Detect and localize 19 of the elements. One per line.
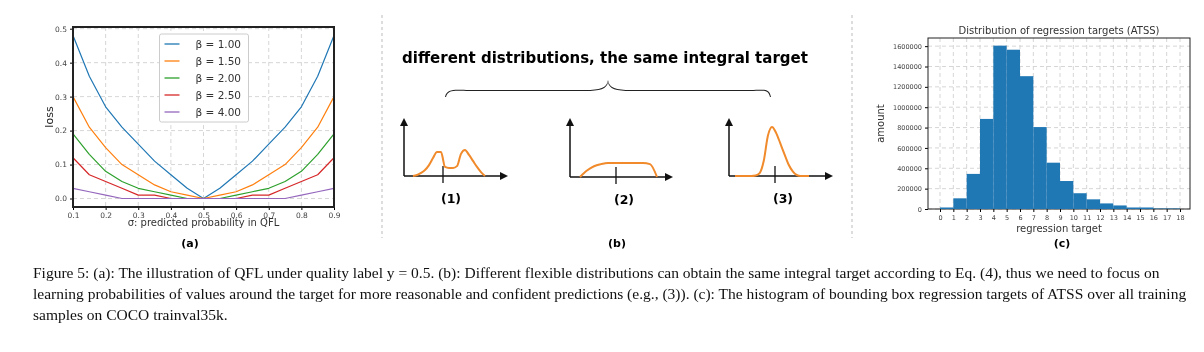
legend-label: β = 1.00 xyxy=(195,38,242,50)
x-axis-title: (2) xyxy=(613,192,635,207)
x-axis-title: regression target xyxy=(1016,223,1102,234)
legend-label: β = 4.00 xyxy=(195,106,242,118)
chart-title: Distribution of regression targets (ATSS) xyxy=(958,25,1160,36)
y-axis-title: amount xyxy=(875,104,886,143)
caption: Figure 5: (a): The illustration of QFL under quality label y = 0.5. (b): Different flexible distributions can obtain the same integral target according to Eq. (4), thus we need to focus on learning probabilities of values around the target for more reasonable and confident predictions (e.g., (3)). (c): The histogram of bounding box regression targets of ATSS over all training samples on COCO trainval35k. xyxy=(33,263,1188,325)
x-axis-title: (1) xyxy=(440,191,462,206)
legend-label: β = 2.00 xyxy=(195,72,242,84)
text: (a) xyxy=(181,237,199,250)
legend-label: β = 2.50 xyxy=(195,89,242,101)
text: (c) xyxy=(1053,237,1071,250)
text: different distributions, the same integral target xyxy=(402,49,808,67)
line-series xyxy=(72,34,335,200)
line-series xyxy=(72,187,335,200)
text: (b) xyxy=(608,237,626,250)
x-axis-title: (3) xyxy=(772,191,794,206)
y-axis-title: loss xyxy=(43,106,56,128)
legend-label: β = 1.50 xyxy=(195,55,242,67)
